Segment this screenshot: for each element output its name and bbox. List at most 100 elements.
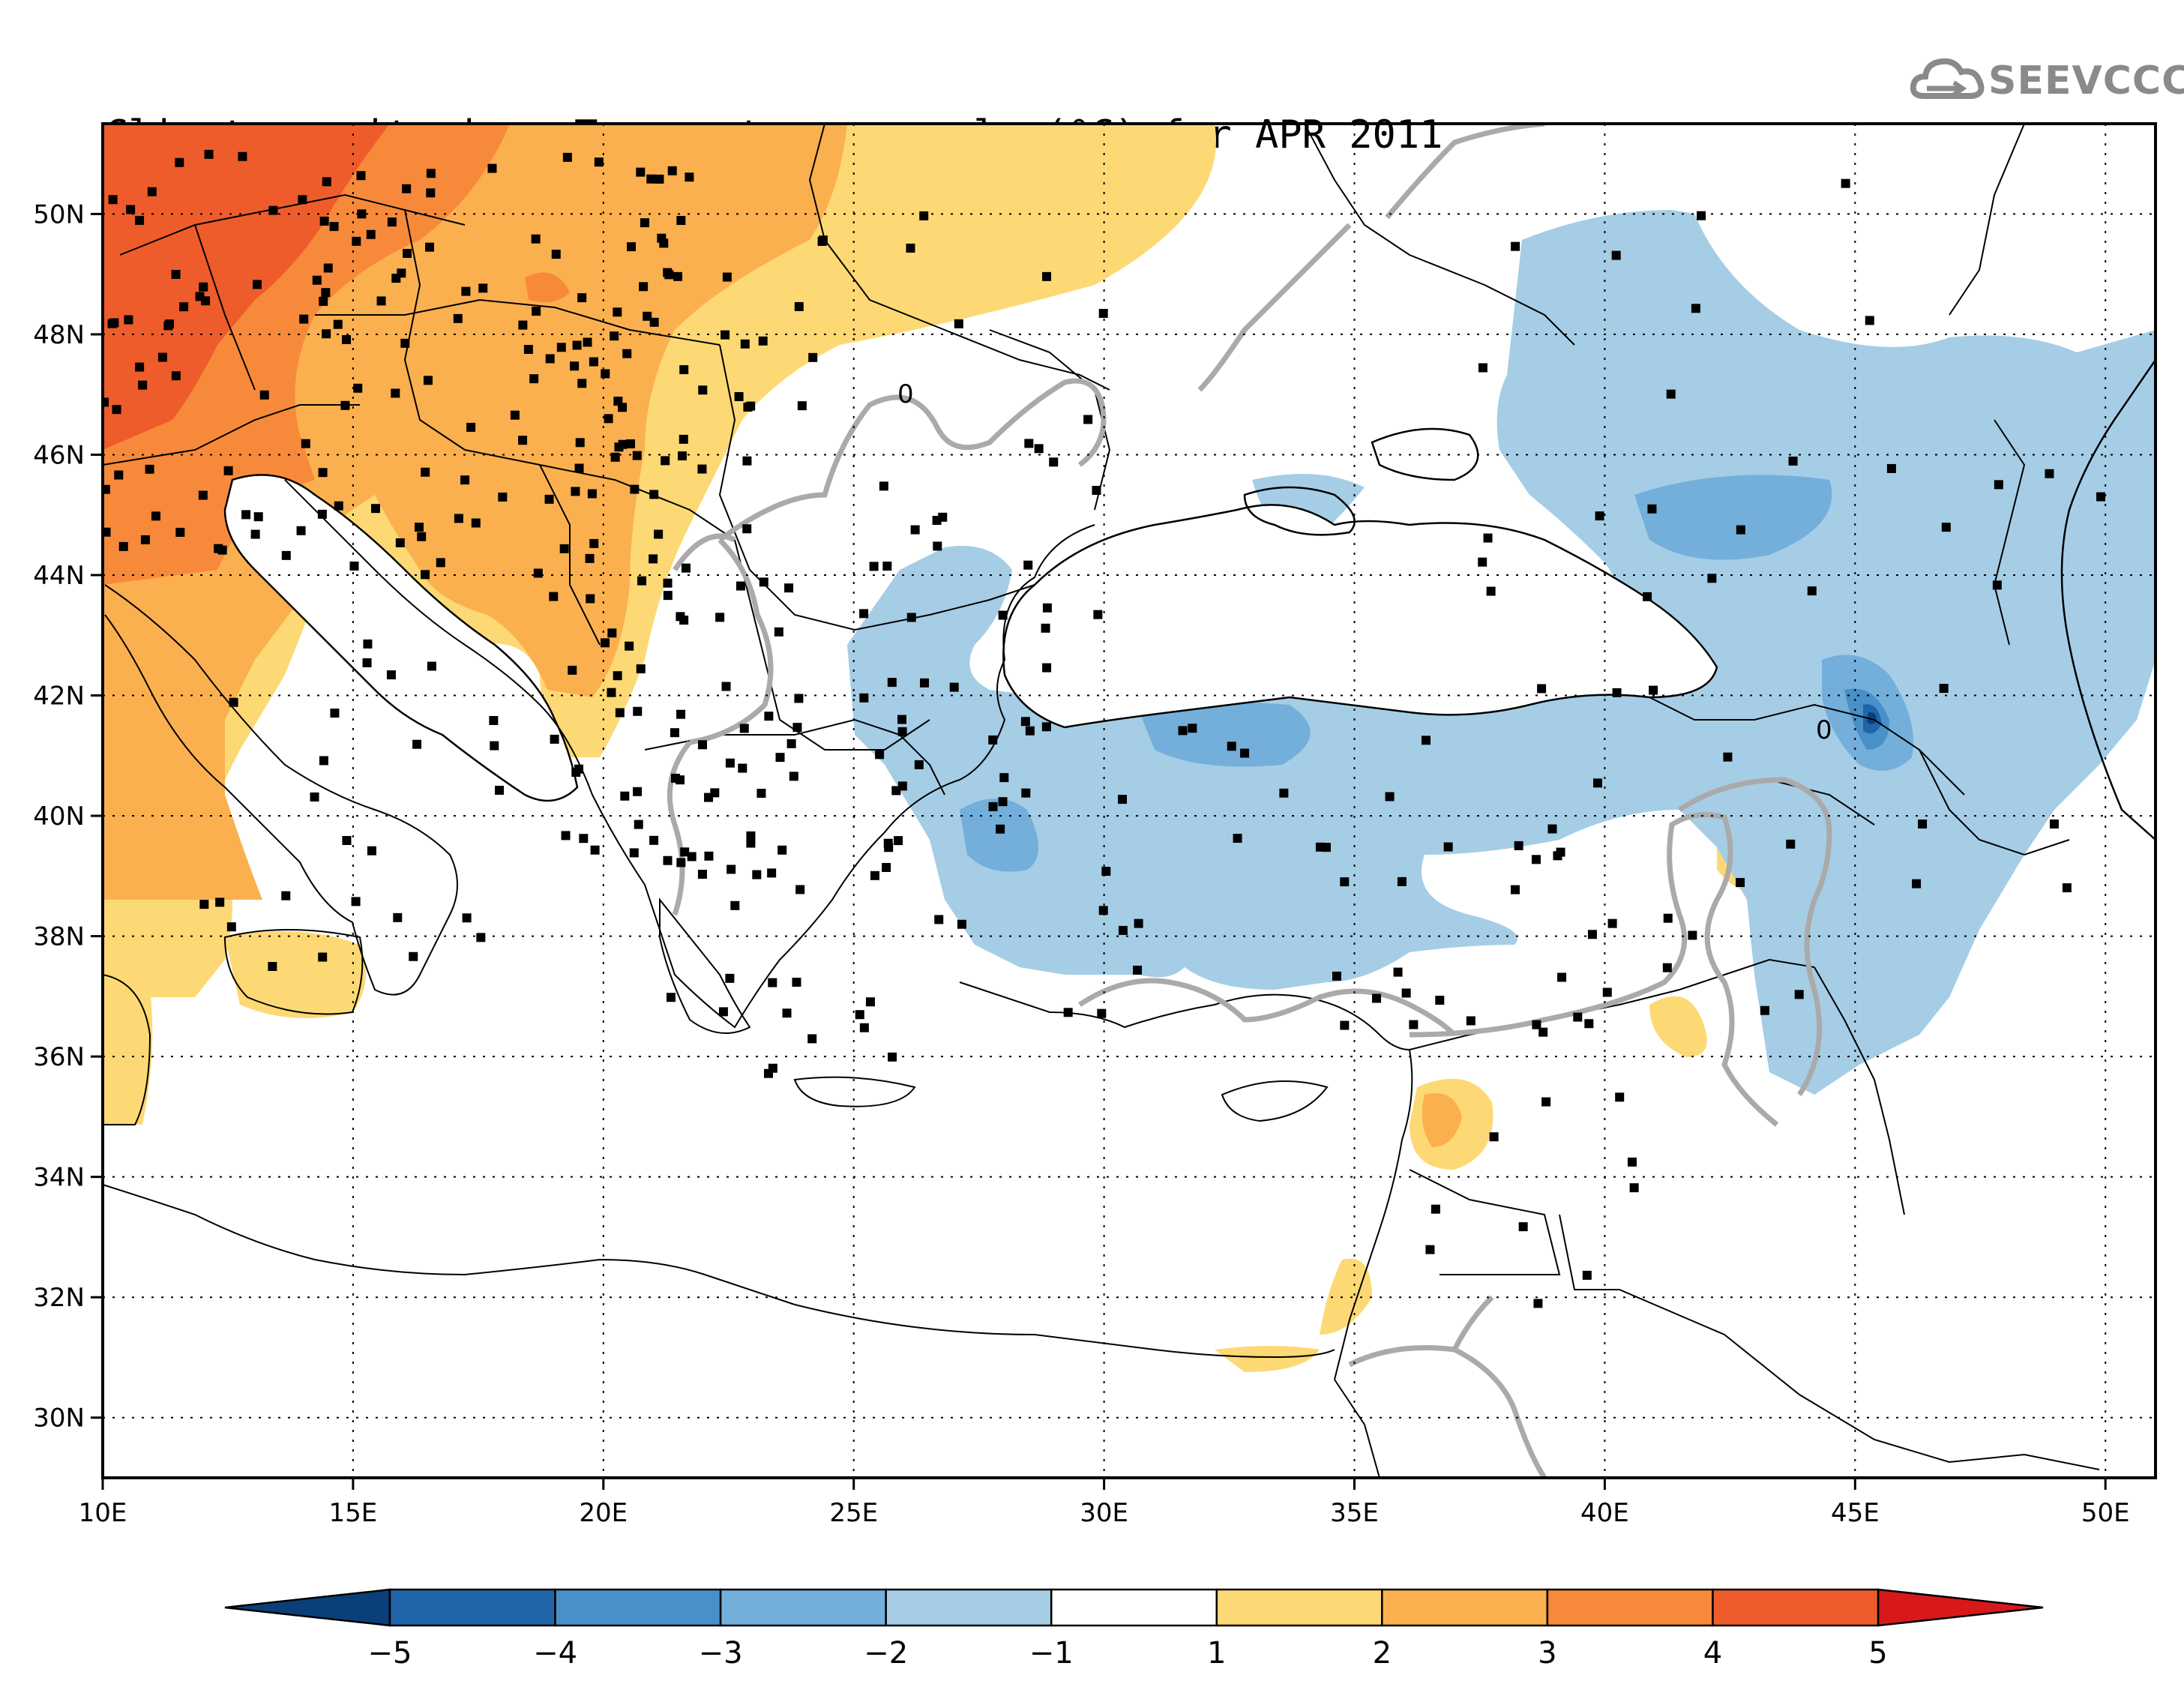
station-marker bbox=[622, 349, 632, 358]
station-marker bbox=[568, 665, 577, 675]
station-marker bbox=[103, 397, 109, 407]
station-marker bbox=[238, 151, 247, 161]
lat-tick-label: 38N bbox=[33, 922, 85, 952]
colorbar-label: 2 bbox=[1373, 1636, 1392, 1671]
station-marker bbox=[794, 301, 804, 311]
station-marker bbox=[571, 487, 580, 496]
lat-tick-label: 42N bbox=[33, 682, 85, 712]
station-marker bbox=[545, 354, 555, 364]
station-marker bbox=[604, 414, 613, 424]
station-marker bbox=[1486, 586, 1496, 596]
station-marker bbox=[533, 568, 543, 578]
caspian-coast bbox=[2060, 359, 2156, 841]
cool-anomaly-fields bbox=[847, 210, 2156, 1095]
station-marker bbox=[676, 709, 686, 719]
station-marker bbox=[919, 211, 929, 220]
station-marker bbox=[1042, 663, 1052, 673]
station-marker bbox=[549, 592, 559, 601]
station-marker bbox=[633, 787, 643, 796]
station-marker bbox=[774, 627, 783, 637]
colorbar-label: −5 bbox=[368, 1636, 412, 1671]
station-marker bbox=[1466, 1016, 1475, 1026]
station-marker bbox=[362, 658, 372, 667]
station-marker bbox=[988, 802, 998, 811]
station-marker bbox=[884, 843, 894, 852]
station-marker bbox=[198, 490, 208, 500]
border-line bbox=[403, 209, 466, 451]
station-marker bbox=[436, 558, 445, 568]
station-marker bbox=[725, 758, 735, 768]
station-marker bbox=[752, 870, 762, 879]
station-marker bbox=[1582, 1270, 1592, 1280]
station-marker bbox=[659, 238, 669, 248]
station-marker bbox=[1083, 415, 1093, 424]
station-marker bbox=[870, 870, 879, 880]
station-marker bbox=[487, 163, 497, 173]
station-marker bbox=[179, 302, 189, 312]
station-marker bbox=[601, 638, 610, 648]
station-marker bbox=[1697, 211, 1706, 220]
station-marker bbox=[400, 338, 410, 348]
station-marker bbox=[1489, 1132, 1499, 1142]
station-marker bbox=[574, 463, 584, 473]
station-marker bbox=[949, 682, 959, 692]
station-marker bbox=[1557, 972, 1567, 982]
border-line bbox=[1814, 966, 1905, 1215]
station-marker bbox=[679, 365, 689, 375]
zero-contour-label: 0 bbox=[1816, 715, 1832, 745]
station-marker bbox=[786, 739, 796, 748]
station-marker bbox=[734, 391, 744, 401]
station-marker bbox=[589, 538, 599, 548]
station-marker bbox=[795, 885, 805, 894]
station-marker bbox=[366, 229, 376, 239]
station-marker bbox=[620, 791, 630, 801]
station-marker bbox=[559, 544, 569, 553]
station-marker bbox=[1178, 726, 1188, 736]
station-marker bbox=[633, 706, 643, 716]
station-marker bbox=[461, 286, 471, 296]
station-marker bbox=[427, 661, 436, 671]
station-marker bbox=[426, 188, 436, 198]
station-marker bbox=[1478, 363, 1487, 373]
station-marker bbox=[201, 296, 211, 306]
station-marker bbox=[1688, 930, 1697, 940]
lat-tick-label: 30N bbox=[33, 1404, 85, 1434]
border-line bbox=[1919, 749, 2070, 856]
station-marker bbox=[933, 541, 942, 551]
station-marker bbox=[637, 576, 647, 586]
coastline-greece-peloponnese bbox=[659, 897, 751, 1034]
station-marker bbox=[157, 352, 167, 362]
station-marker bbox=[529, 374, 539, 384]
station-marker bbox=[223, 466, 233, 475]
station-marker bbox=[544, 494, 554, 504]
station-marker bbox=[865, 997, 875, 1007]
station-marker bbox=[323, 263, 333, 273]
station-marker bbox=[171, 269, 181, 279]
sea-of-azov bbox=[1371, 427, 1479, 481]
station-marker bbox=[171, 371, 181, 381]
station-marker bbox=[677, 451, 687, 461]
station-marker bbox=[1372, 993, 1382, 1003]
station-marker bbox=[571, 768, 581, 778]
station-marker bbox=[250, 529, 260, 539]
station-marker bbox=[518, 436, 528, 445]
station-marker bbox=[934, 915, 944, 924]
coastline-levant bbox=[1334, 1049, 1413, 1380]
border-line bbox=[119, 193, 466, 256]
station-marker bbox=[643, 311, 652, 321]
border-line bbox=[718, 344, 1035, 631]
station-marker bbox=[151, 511, 160, 521]
station-marker bbox=[775, 753, 785, 763]
station-marker bbox=[636, 664, 646, 674]
station-marker bbox=[954, 319, 963, 328]
lon-tick-label: 15E bbox=[329, 1498, 378, 1528]
station-marker bbox=[319, 296, 328, 306]
station-marker bbox=[342, 835, 352, 845]
station-marker bbox=[114, 470, 124, 480]
station-marker bbox=[1134, 918, 1143, 928]
station-marker bbox=[792, 723, 802, 733]
border-line bbox=[1334, 1379, 1380, 1478]
station-marker bbox=[454, 514, 463, 523]
station-marker bbox=[722, 272, 732, 282]
colorbar-label: 4 bbox=[1703, 1636, 1722, 1671]
